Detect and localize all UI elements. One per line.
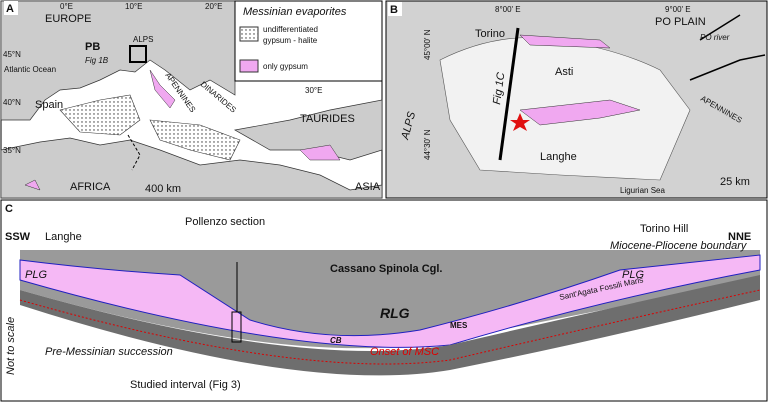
label: Torino [475,28,505,40]
legend-label: gypsum - halite [263,36,318,45]
label: MES [450,321,468,330]
label: 20°E [205,2,222,11]
label: 8°00' E [495,5,521,14]
label: ASIA [355,181,381,193]
legend [234,0,383,82]
onset-line [19,289,761,365]
label: Torino Hill [640,223,688,235]
label: 35°N [3,146,21,155]
label: PLG [25,269,47,281]
label: Studied interval (Fig 3) [130,379,241,391]
label: Ligurian Sea [620,186,665,195]
gypsum-areas [24,69,341,191]
label: Fig 1C [491,72,507,106]
panel-letter: B [390,4,398,16]
label: 30°E [305,86,322,95]
scale-label: 25 km [720,176,750,188]
letter-bg [388,2,402,16]
land-asia [233,99,383,161]
legend-label: undifferentiated [263,25,318,34]
label: 44°30' N [423,129,432,160]
scale-label: 400 km [145,183,181,195]
label: 40°N [3,98,21,107]
section-trace [498,27,520,161]
label: SSW [5,231,31,243]
label: Langhe [45,231,82,243]
legend-swatch-dots [239,26,259,42]
label: Not to scale [5,317,17,375]
land-africa [0,137,383,199]
legend-swatch-gypsum [239,59,259,73]
panel-letter: C [5,203,13,215]
label: PB [85,41,100,53]
star [510,113,530,131]
label: EUROPE [45,13,91,25]
gypsum-outcrops [519,34,641,126]
label: 10°E [125,2,142,11]
label: Pre-Messinian succession [45,346,173,358]
label: Pollenzo section [185,216,265,228]
label: Asti [555,66,573,78]
studied-box [231,311,242,343]
label: ALPS [133,35,153,44]
label: 45°00' N [423,29,432,60]
letter-bg [3,201,17,215]
legend-label: only gypsum [263,62,308,71]
label: NNE [728,231,751,243]
evaporite-west [59,94,141,136]
thrusts [689,14,766,81]
label: Fig 1B [85,56,109,65]
panel-c: C SSW Langhe Pollenzo section Torino Hil… [0,199,768,402]
letter-bg [4,1,18,15]
label: PO river [700,33,730,42]
location-box [129,45,147,63]
panel-b: B 8°00' E 9°00' E PO PLAIN Torino Asti F… [385,0,768,199]
panel-a: A EUROPE 0°E 10°E 20°E 30°E 45°N 40°N 35… [0,0,383,199]
panel-letter: A [6,3,14,15]
legend-title: Messinian evaporites [243,6,347,18]
label: 9°00' E [665,5,691,14]
label: PLG [622,269,644,281]
land-europe [0,0,236,121]
thrust [127,134,141,171]
pre-messinian [20,275,760,376]
label: PO PLAIN [655,16,706,28]
label: Atlantic Ocean [4,65,56,74]
evaporite-east [149,119,241,161]
label: 0°E [60,2,73,11]
label: RLG [380,305,410,321]
label: Spain [35,99,63,111]
label: Cassano Spinola Cgl. [330,263,442,275]
label: Langhe [540,151,577,163]
label: 45°N [3,50,21,59]
label: CB [330,336,342,345]
label: AFRICA [70,181,111,193]
label: Onset of MSC [370,346,439,358]
label: Miocene-Pliocene boundary [610,240,748,252]
label: TAURIDES [300,113,355,125]
